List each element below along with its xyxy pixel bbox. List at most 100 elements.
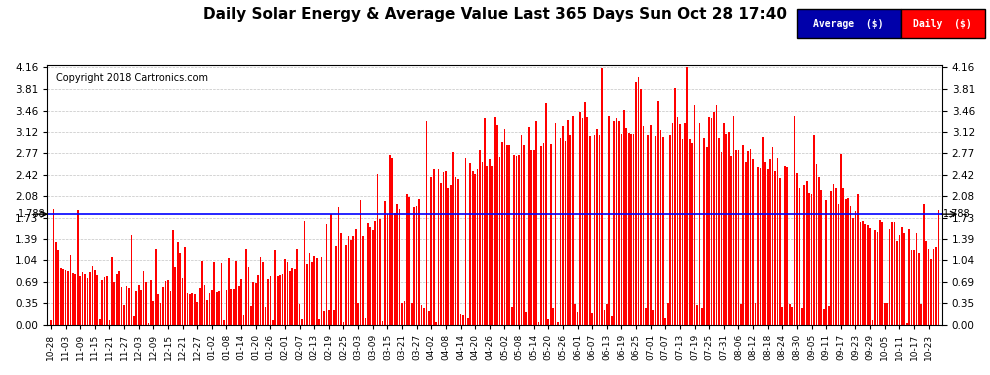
Bar	[379, 219, 381, 325]
Bar	[733, 116, 735, 325]
Bar	[91, 266, 93, 325]
Bar	[52, 209, 54, 325]
Bar	[133, 316, 135, 325]
Bar	[248, 267, 249, 325]
Bar	[196, 302, 198, 325]
Bar	[723, 123, 725, 325]
Bar	[87, 278, 88, 325]
Bar	[423, 308, 425, 325]
Bar	[718, 138, 720, 325]
Bar	[742, 145, 744, 325]
Bar	[236, 261, 237, 325]
Bar	[336, 246, 337, 325]
Bar	[926, 241, 927, 325]
Bar	[849, 207, 851, 325]
Bar	[533, 150, 535, 325]
Bar	[511, 307, 513, 325]
Bar	[309, 253, 310, 325]
Bar	[796, 173, 798, 325]
Bar	[226, 290, 228, 325]
Bar	[394, 213, 396, 325]
Bar	[867, 225, 868, 325]
Bar	[67, 271, 69, 325]
Bar	[214, 262, 215, 325]
Bar	[416, 206, 418, 325]
Bar	[616, 118, 618, 325]
Bar	[121, 287, 123, 325]
Bar	[399, 209, 400, 325]
Bar	[794, 116, 795, 325]
Bar	[501, 142, 503, 325]
Bar	[694, 105, 695, 325]
Bar	[649, 125, 651, 325]
Bar	[577, 312, 578, 325]
Bar	[277, 276, 278, 325]
Bar	[354, 230, 356, 325]
Bar	[152, 301, 154, 325]
Bar	[776, 159, 778, 325]
Bar	[211, 290, 213, 325]
Bar	[633, 134, 635, 325]
Bar	[441, 183, 442, 325]
Bar	[594, 135, 595, 325]
Bar	[150, 280, 151, 325]
Bar	[233, 289, 235, 325]
Bar	[104, 277, 105, 325]
Bar	[804, 185, 805, 325]
Bar	[489, 159, 491, 325]
Bar	[301, 319, 303, 325]
Bar	[331, 214, 333, 325]
Bar	[923, 204, 925, 325]
Bar	[772, 147, 773, 325]
Bar	[628, 134, 630, 325]
Bar	[221, 264, 223, 325]
Bar	[738, 150, 740, 325]
Bar	[918, 253, 920, 325]
Bar	[541, 146, 542, 325]
Text: 1.788: 1.788	[943, 209, 971, 219]
Bar	[713, 112, 715, 325]
Bar	[189, 294, 191, 325]
Bar	[886, 303, 888, 325]
Bar	[409, 197, 410, 325]
Bar	[816, 164, 818, 325]
Bar	[289, 271, 291, 325]
Bar	[94, 270, 96, 325]
Bar	[652, 310, 654, 325]
Bar	[631, 134, 632, 325]
Bar	[79, 276, 81, 325]
Bar	[69, 255, 71, 325]
Bar	[299, 304, 301, 325]
Bar	[50, 320, 51, 325]
Bar	[172, 230, 173, 325]
Bar	[223, 320, 225, 325]
Bar	[111, 257, 113, 325]
Bar	[699, 123, 700, 325]
Bar	[167, 280, 169, 325]
Bar	[547, 319, 549, 325]
Bar	[347, 237, 349, 325]
Bar	[749, 149, 751, 325]
Bar	[479, 150, 481, 325]
Bar	[679, 124, 681, 325]
Bar	[82, 272, 83, 325]
Bar	[842, 188, 844, 325]
Bar	[352, 236, 354, 325]
Bar	[711, 118, 713, 325]
Bar	[899, 235, 900, 325]
Bar	[736, 150, 737, 325]
Bar	[669, 135, 671, 325]
Bar	[391, 159, 393, 325]
Bar	[621, 134, 623, 325]
Bar	[341, 233, 342, 325]
Bar	[801, 308, 803, 325]
Bar	[871, 320, 873, 325]
Bar	[584, 102, 586, 325]
Bar	[323, 311, 325, 325]
Bar	[216, 292, 218, 325]
Bar	[386, 214, 388, 325]
Bar	[567, 120, 568, 325]
Bar	[209, 293, 210, 325]
Bar	[491, 166, 493, 325]
Bar	[452, 152, 454, 325]
